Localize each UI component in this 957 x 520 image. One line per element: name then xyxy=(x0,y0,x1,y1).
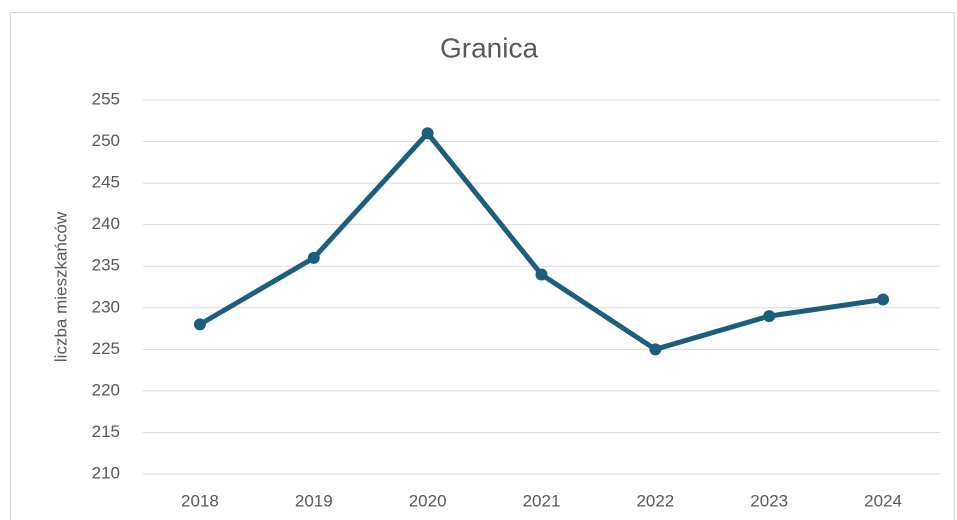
y-tick-label: 245 xyxy=(92,173,120,192)
y-tick-label: 210 xyxy=(92,463,120,482)
y-tick-label: 230 xyxy=(92,297,120,316)
marker xyxy=(535,268,548,281)
marker xyxy=(193,318,206,331)
x-tick-label: 2019 xyxy=(295,491,333,510)
y-axis-label: liczba mieszkańców xyxy=(51,211,70,362)
y-tick-label: 220 xyxy=(92,380,120,399)
y-tick-label: 235 xyxy=(92,256,120,275)
chart-title: Granica xyxy=(440,32,538,63)
y-tick-label: 250 xyxy=(92,131,120,150)
x-tick-label: 2021 xyxy=(523,491,561,510)
x-tick-label: 2023 xyxy=(750,491,788,510)
y-tick-label: 255 xyxy=(92,89,120,108)
marker xyxy=(307,251,320,264)
x-tick-label: 2022 xyxy=(636,491,674,510)
marker xyxy=(877,293,890,306)
y-tick-label: 215 xyxy=(92,422,120,441)
y-tick-label: 225 xyxy=(92,339,120,358)
y-tick-label: 240 xyxy=(92,214,120,233)
x-tick-label: 2024 xyxy=(864,491,902,510)
x-tick-label: 2020 xyxy=(409,491,447,510)
marker xyxy=(421,127,434,140)
x-tick-label: 2018 xyxy=(181,491,219,510)
marker xyxy=(763,310,776,323)
marker xyxy=(649,343,662,356)
